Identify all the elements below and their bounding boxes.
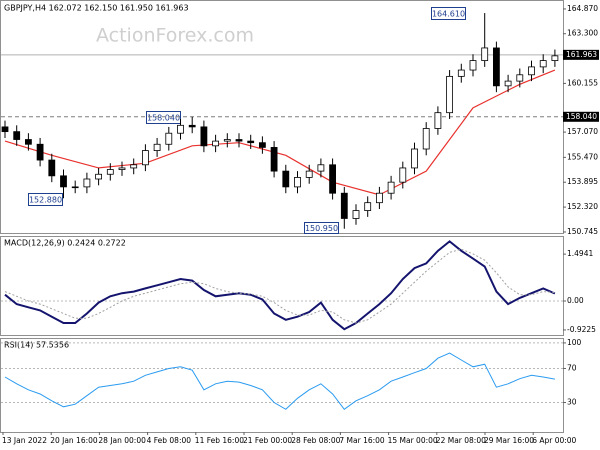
annotations: 164.610 158.040 152.880 150.950: [28, 7, 466, 234]
candle-body: [247, 140, 255, 144]
candle-body: [13, 131, 21, 140]
candle-body: [188, 124, 196, 128]
y-tick-label: 0.00: [567, 296, 584, 305]
candle-body: [539, 60, 547, 68]
candle-body: [481, 47, 489, 61]
candle-body: [282, 170, 290, 188]
y-tick-label: 164.870: [567, 4, 598, 13]
x-tick-label: 22 Mar 08:00: [436, 436, 486, 445]
chart-title: GBPJPY,H4 162.072 162.150 161.950 161.96…: [4, 4, 189, 13]
candle-body: [165, 132, 173, 145]
candle-body: [528, 66, 535, 76]
macd-line: [4, 240, 556, 331]
x-tick-label: 13 Jan 2022: [2, 436, 47, 445]
x-tick-label: 7 Mar 16:00: [339, 436, 385, 445]
candle-body: [258, 142, 266, 148]
rsi-panel: [0, 338, 564, 433]
candle-body: [153, 143, 161, 151]
candle-body: [399, 167, 407, 183]
candle-body: [1, 126, 9, 133]
x-tick-label: 29 Mar 16:00: [484, 436, 534, 445]
candle-body: [177, 124, 184, 134]
annotation-box: [146, 111, 181, 124]
candle-body: [223, 139, 231, 142]
x-tick-label: 21 Feb 00:00: [243, 436, 292, 445]
rsi-line: [4, 352, 555, 410]
candle-body: [83, 178, 91, 188]
candle-body: [457, 69, 465, 77]
price-box: [563, 111, 599, 122]
y-tick-label: 160.155: [567, 78, 598, 87]
candle-body: [516, 74, 524, 82]
candle-body: [375, 192, 383, 204]
annotation: 164.610: [432, 10, 465, 19]
candle-body: [446, 75, 454, 114]
candle-body: [317, 164, 325, 172]
candle-body: [294, 177, 301, 188]
candle-body: [387, 181, 395, 194]
candle-body: [422, 128, 430, 150]
candle-body: [106, 169, 114, 175]
price-box-label: 158.040: [566, 112, 597, 121]
candle-body: [60, 175, 67, 188]
moving-average: [4, 69, 556, 196]
annotation-box: [431, 7, 466, 20]
candle-body: [130, 164, 138, 169]
candle-body: [235, 139, 243, 142]
macd-panel: [0, 236, 564, 336]
y-tick-label: 30: [567, 398, 577, 407]
candle-body: [492, 47, 500, 87]
watermark: ActionForex.com: [96, 25, 254, 47]
candle-body: [352, 210, 360, 219]
x-tick-label: 15 Mar 00:00: [388, 436, 438, 445]
candle-body: [71, 186, 79, 189]
x-tick-label: 28 Feb 08:00: [291, 436, 340, 445]
candle-body: [24, 139, 32, 145]
x-tick-label: 28 Jan 00:00: [98, 436, 146, 445]
y-tick-label: 163.300: [567, 29, 598, 38]
y-tick-label: 152.320: [567, 202, 598, 211]
price-box: [563, 49, 599, 60]
annotation-box: [304, 222, 339, 234]
candle-body: [48, 159, 56, 177]
y-tick-label: -0.9225: [567, 325, 596, 334]
candle-body: [411, 148, 418, 169]
y-tick-label: 153.895: [567, 177, 598, 186]
rsi-title: RSI(14) 57.5356: [4, 341, 69, 350]
macd-title: MACD(12,26,9) 0.2424 0.2722: [4, 239, 126, 248]
candle-body: [36, 143, 44, 161]
y-tick-label: 150.745: [567, 227, 598, 236]
candle-body: [305, 170, 313, 178]
candle-body: [504, 80, 512, 87]
candle-body: [551, 55, 559, 61]
y-tick-label: 1.4941: [567, 249, 593, 258]
candle-body: [469, 60, 477, 71]
candle-body: [434, 112, 442, 129]
y-tick-label: 155.470: [567, 152, 598, 161]
y-tick-label: 100: [567, 338, 582, 347]
candle-body: [212, 140, 220, 147]
y-tick-label: 70: [567, 363, 577, 372]
annotation: 158.040: [147, 114, 180, 123]
candle-body: [270, 147, 278, 172]
candle-body: [329, 164, 337, 194]
y-tick-label: 157.070: [567, 127, 598, 136]
x-tick-label: 20 Jan 16:00: [50, 436, 98, 445]
x-tick-label: 6 Apr 00:00: [532, 436, 576, 445]
candle-body: [118, 167, 126, 170]
annotation: 152.880: [29, 196, 62, 205]
annotation: 150.950: [305, 224, 338, 233]
x-tick-label: 11 Feb 16:00: [195, 436, 244, 445]
x-tick-label: 4 Feb 08:00: [147, 436, 192, 445]
candle-body: [95, 173, 102, 180]
price-box-label: 161.963: [566, 50, 597, 59]
candle-body: [141, 150, 149, 166]
candle-body: [200, 126, 208, 147]
candle-body: [340, 192, 348, 219]
signal-line: [4, 248, 555, 324]
candle-body: [364, 202, 372, 211]
annotation-box: [28, 193, 63, 206]
